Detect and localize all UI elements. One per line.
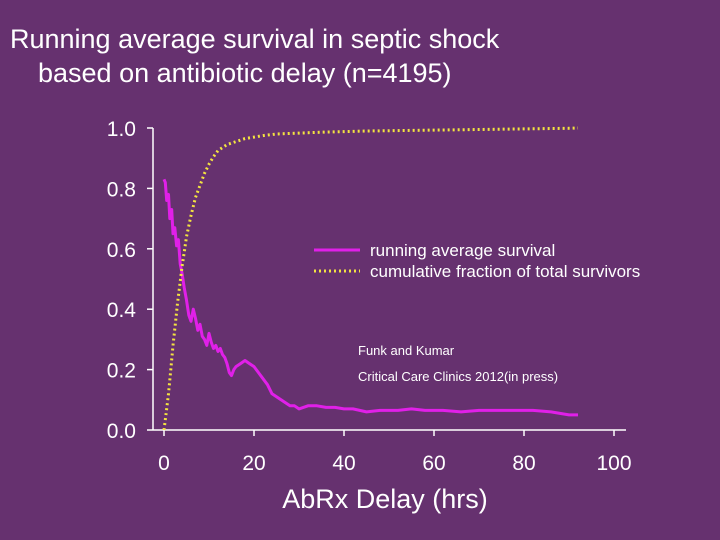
y-tick-label: 0.4 [107, 299, 137, 322]
x-tick-label: 40 [332, 452, 355, 475]
y-tick-label: 1.0 [107, 118, 136, 141]
y-tick-label: 0.6 [107, 239, 136, 262]
annotation-citation: Critical Care Clinics 2012(in press) [358, 369, 558, 384]
chart-title-line-2: based on antibiotic delay (n=4195) [38, 58, 452, 88]
chart-ticks: 0.0 0.2 0.4 0.6 0.8 1.0 0 20 40 60 80 100 [107, 118, 632, 475]
y-tick-label: 0.0 [107, 420, 136, 443]
x-tick-label: 0 [158, 452, 170, 475]
chart-axes [152, 128, 626, 431]
y-tick-label: 0.8 [107, 178, 136, 201]
chart-legend: running average survival cumulative fract… [314, 241, 640, 281]
x-tick-label: 100 [596, 452, 631, 475]
annotation-authors: Funk and Kumar [358, 343, 455, 358]
y-tick-label: 0.2 [107, 360, 136, 383]
x-axis-title: AbRx Delay (hrs) [282, 484, 488, 514]
chart-title: Running average survival in septic shock… [10, 22, 499, 90]
x-tick-label: 20 [242, 452, 265, 475]
x-tick-label: 80 [512, 452, 535, 475]
series-line-running-average [162, 178, 578, 417]
legend-label-running-average: running average survival [370, 241, 555, 260]
chart-title-line-1: Running average survival in septic shock [10, 24, 500, 54]
chart-annotation: Funk and Kumar Critical Care Clinics 2012… [358, 343, 558, 384]
x-tick-label: 60 [422, 452, 445, 475]
chart-series [162, 126, 579, 431]
legend-label-cumulative-fraction: cumulative fraction of total survivors [370, 262, 640, 281]
series-line-cumulative-fraction [162, 126, 579, 431]
